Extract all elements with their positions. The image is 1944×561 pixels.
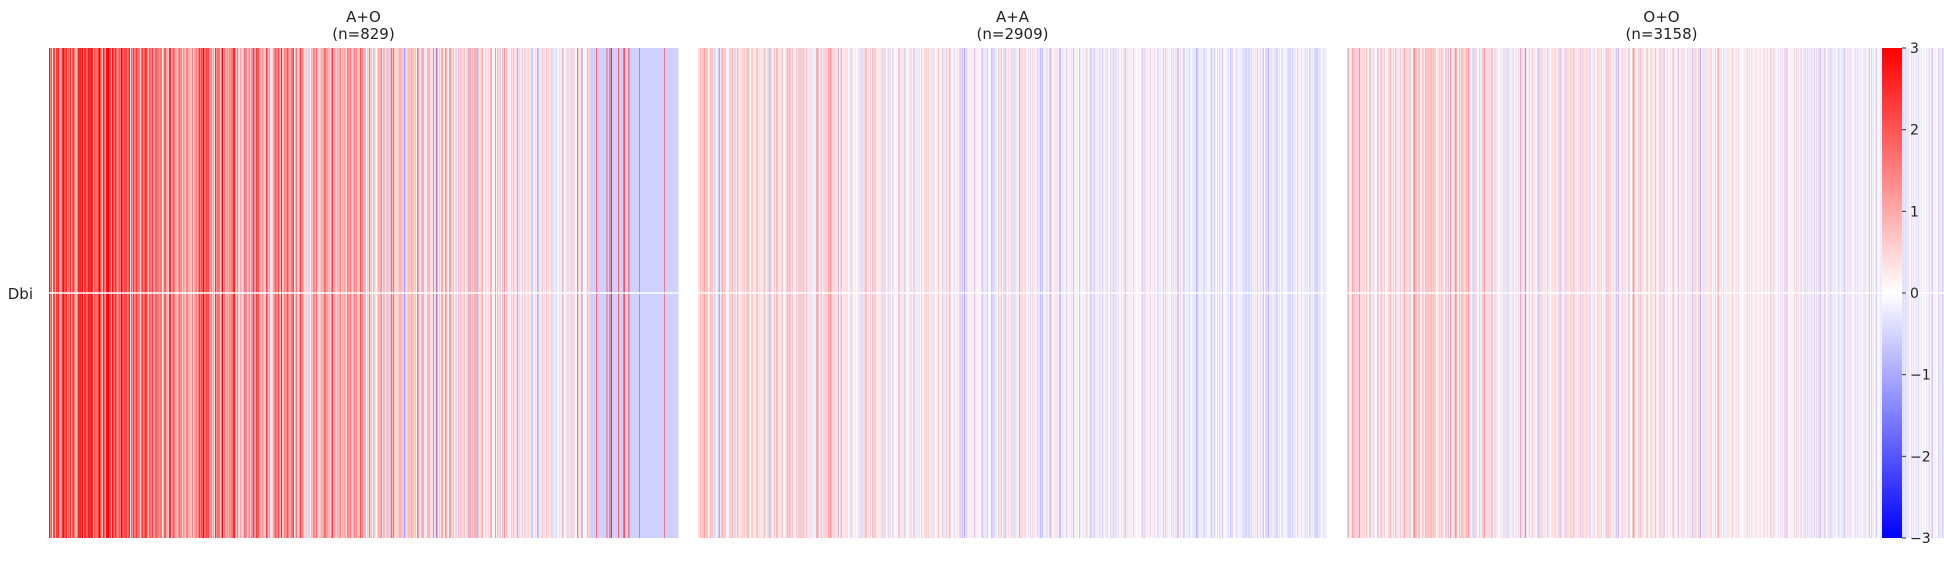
- panel-subtitle: (n=2909): [977, 25, 1049, 43]
- panel-subtitle: (n=829): [332, 25, 394, 43]
- panel-title: A+O: [346, 8, 381, 26]
- panel-title: A+A: [996, 8, 1030, 26]
- heatmap-panel-A+A: A+A(n=2909): [698, 8, 1327, 538]
- panel-title: O+O: [1643, 8, 1679, 26]
- heatmap-panels: A+O(n=829)A+A(n=2909)O+O(n=3158): [49, 8, 1944, 538]
- heatmap-panel-A+O: A+O(n=829): [49, 8, 678, 538]
- heatmap-panel-O+O: O+O(n=3158): [1347, 8, 1944, 538]
- panel-subtitle: (n=3158): [1626, 25, 1698, 43]
